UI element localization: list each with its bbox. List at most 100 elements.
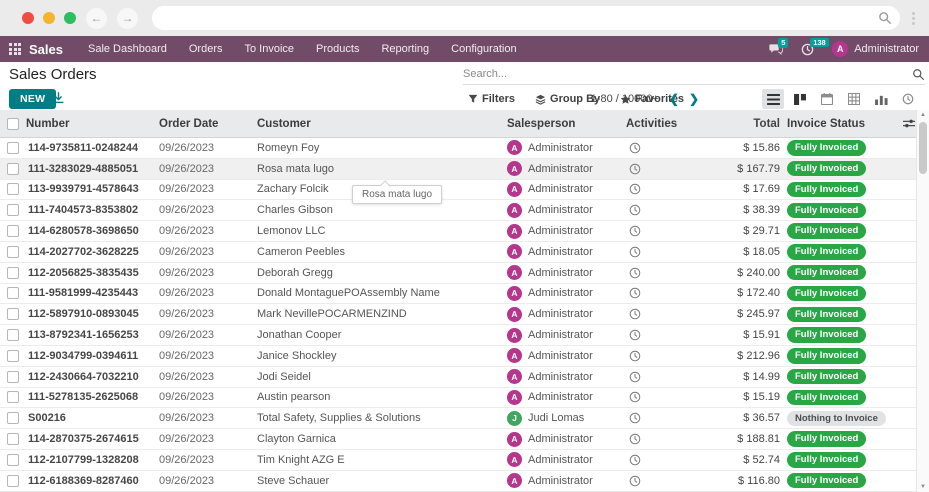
- activity-clock-icon[interactable]: [626, 204, 686, 216]
- activity-view-icon[interactable]: [897, 89, 919, 109]
- messages-icon[interactable]: 5: [769, 43, 783, 55]
- table-row[interactable]: 111-5278135-262506809/26/2023Austin pear…: [0, 388, 916, 409]
- row-checkbox[interactable]: [0, 475, 26, 487]
- row-checkbox[interactable]: [0, 287, 26, 299]
- header-invoice-status[interactable]: Invoice Status: [785, 118, 901, 130]
- header-total[interactable]: Total: [686, 118, 785, 130]
- row-checkbox[interactable]: [0, 267, 26, 279]
- scrollbar-thumb[interactable]: [919, 122, 927, 174]
- table-row[interactable]: 113-8792341-165625309/26/2023Jonathan Co…: [0, 325, 916, 346]
- order-total: $ 116.80: [686, 475, 785, 487]
- row-checkbox[interactable]: [0, 163, 26, 175]
- table-row[interactable]: 112-2430664-703221009/26/2023Jodi Seidel…: [0, 367, 916, 388]
- invoice-status-badge: Fully Invoiced: [785, 244, 901, 259]
- browser-forward-button[interactable]: →: [117, 8, 138, 29]
- pivot-view-icon[interactable]: [843, 89, 865, 109]
- table-row[interactable]: 111-3283029-488505109/26/2023Rosa mata l…: [0, 159, 916, 180]
- nav-item-to-invoice[interactable]: To Invoice: [234, 36, 306, 62]
- kanban-view-icon[interactable]: [789, 89, 811, 109]
- user-name[interactable]: Administrator: [854, 43, 919, 55]
- pager-previous-icon[interactable]: ❮: [669, 92, 679, 106]
- scroll-up-icon[interactable]: ▲: [917, 110, 929, 120]
- activity-clock-icon[interactable]: [626, 391, 686, 403]
- header-number[interactable]: Number: [26, 118, 159, 130]
- nav-item-products[interactable]: Products: [305, 36, 370, 62]
- scroll-down-icon[interactable]: ▼: [917, 482, 929, 492]
- header-salesperson[interactable]: Salesperson: [507, 118, 626, 130]
- close-window-button[interactable]: [22, 12, 34, 24]
- filters-button[interactable]: Filters: [468, 93, 515, 105]
- table-row[interactable]: 112-2056825-383543509/26/2023Deborah Gre…: [0, 263, 916, 284]
- salesperson-name: Administrator: [528, 183, 593, 195]
- table-row[interactable]: 111-9581999-423544309/26/2023Donald Mont…: [0, 284, 916, 305]
- table-row[interactable]: 114-2027702-362822509/26/2023Cameron Pee…: [0, 242, 916, 263]
- nav-item-orders[interactable]: Orders: [178, 36, 234, 62]
- pager-next-icon[interactable]: ❯: [689, 92, 699, 106]
- row-checkbox[interactable]: [0, 371, 26, 383]
- search-icon[interactable]: [912, 68, 925, 81]
- apps-grid-icon[interactable]: [9, 43, 21, 55]
- row-checkbox[interactable]: [0, 454, 26, 466]
- row-checkbox[interactable]: [0, 246, 26, 258]
- nav-item-sale-dashboard[interactable]: Sale Dashboard: [77, 36, 178, 62]
- salesperson-avatar: A: [507, 203, 522, 218]
- browser-back-button[interactable]: ←: [86, 8, 107, 29]
- row-checkbox[interactable]: [0, 350, 26, 362]
- download-icon[interactable]: [52, 92, 65, 105]
- header-customer[interactable]: Customer: [257, 118, 507, 130]
- list-view-icon[interactable]: [762, 89, 784, 109]
- activity-clock-icon[interactable]: [626, 475, 686, 487]
- table-row[interactable]: 112-9034799-039461109/26/2023Janice Shoc…: [0, 346, 916, 367]
- activity-clock-icon[interactable]: [626, 246, 686, 258]
- row-checkbox[interactable]: [0, 433, 26, 445]
- vertical-scrollbar[interactable]: ▲ ▼: [916, 110, 929, 492]
- activity-clock-icon[interactable]: [626, 287, 686, 299]
- row-checkbox[interactable]: [0, 142, 26, 154]
- address-bar[interactable]: [152, 6, 900, 30]
- select-all-checkbox[interactable]: [0, 118, 26, 130]
- nav-item-configuration[interactable]: Configuration: [440, 36, 527, 62]
- browser-menu-icon[interactable]: [912, 12, 915, 25]
- header-order-date[interactable]: Order Date: [159, 118, 257, 130]
- row-checkbox[interactable]: [0, 412, 26, 424]
- nav-item-reporting[interactable]: Reporting: [370, 36, 440, 62]
- activity-clock-icon[interactable]: [626, 329, 686, 341]
- activity-clock-icon[interactable]: [626, 454, 686, 466]
- row-checkbox[interactable]: [0, 308, 26, 320]
- graph-view-icon[interactable]: [870, 89, 892, 109]
- row-checkbox[interactable]: [0, 204, 26, 216]
- row-checkbox[interactable]: [0, 391, 26, 403]
- activity-clock-icon[interactable]: [626, 433, 686, 445]
- table-row[interactable]: 112-5897910-089304509/26/2023Mark Nevill…: [0, 304, 916, 325]
- activity-clock-icon[interactable]: [626, 371, 686, 383]
- toggle-columns-icon[interactable]: [901, 118, 916, 129]
- user-avatar[interactable]: A: [832, 41, 848, 57]
- minimize-window-button[interactable]: [43, 12, 55, 24]
- row-checkbox[interactable]: [0, 329, 26, 341]
- new-button[interactable]: NEW: [9, 89, 56, 109]
- activities-clock-icon[interactable]: 138: [801, 43, 814, 56]
- header-activities[interactable]: Activities: [626, 118, 686, 130]
- table-row[interactable]: 112-6188369-828746009/26/2023Steve Schau…: [0, 471, 916, 492]
- table-row[interactable]: 114-6280578-369865009/26/2023Lemonov LLC…: [0, 221, 916, 242]
- calendar-view-icon[interactable]: [816, 89, 838, 109]
- activity-clock-icon[interactable]: [626, 183, 686, 195]
- app-name[interactable]: Sales: [29, 42, 63, 57]
- table-row[interactable]: 114-9735811-024824409/26/2023Romeyn FoyA…: [0, 138, 916, 159]
- table-row[interactable]: 112-2107799-132820809/26/2023Tim Knight …: [0, 450, 916, 471]
- activity-clock-icon[interactable]: [626, 163, 686, 175]
- table-row[interactable]: 113-9939791-457864309/26/2023Zachary Fol…: [0, 180, 916, 201]
- table-row[interactable]: 111-7404573-835380209/26/2023Charles Gib…: [0, 200, 916, 221]
- activity-clock-icon[interactable]: [626, 225, 686, 237]
- row-checkbox[interactable]: [0, 225, 26, 237]
- activity-clock-icon[interactable]: [626, 142, 686, 154]
- activity-clock-icon[interactable]: [626, 412, 686, 424]
- maximize-window-button[interactable]: [64, 12, 76, 24]
- row-checkbox[interactable]: [0, 183, 26, 195]
- search-input[interactable]: [463, 68, 912, 80]
- activity-clock-icon[interactable]: [626, 350, 686, 362]
- table-row[interactable]: 114-2870375-267461509/26/2023Clayton Gar…: [0, 429, 916, 450]
- activity-clock-icon[interactable]: [626, 267, 686, 279]
- activity-clock-icon[interactable]: [626, 308, 686, 320]
- table-row[interactable]: S0021609/26/2023Total Safety, Supplies &…: [0, 408, 916, 429]
